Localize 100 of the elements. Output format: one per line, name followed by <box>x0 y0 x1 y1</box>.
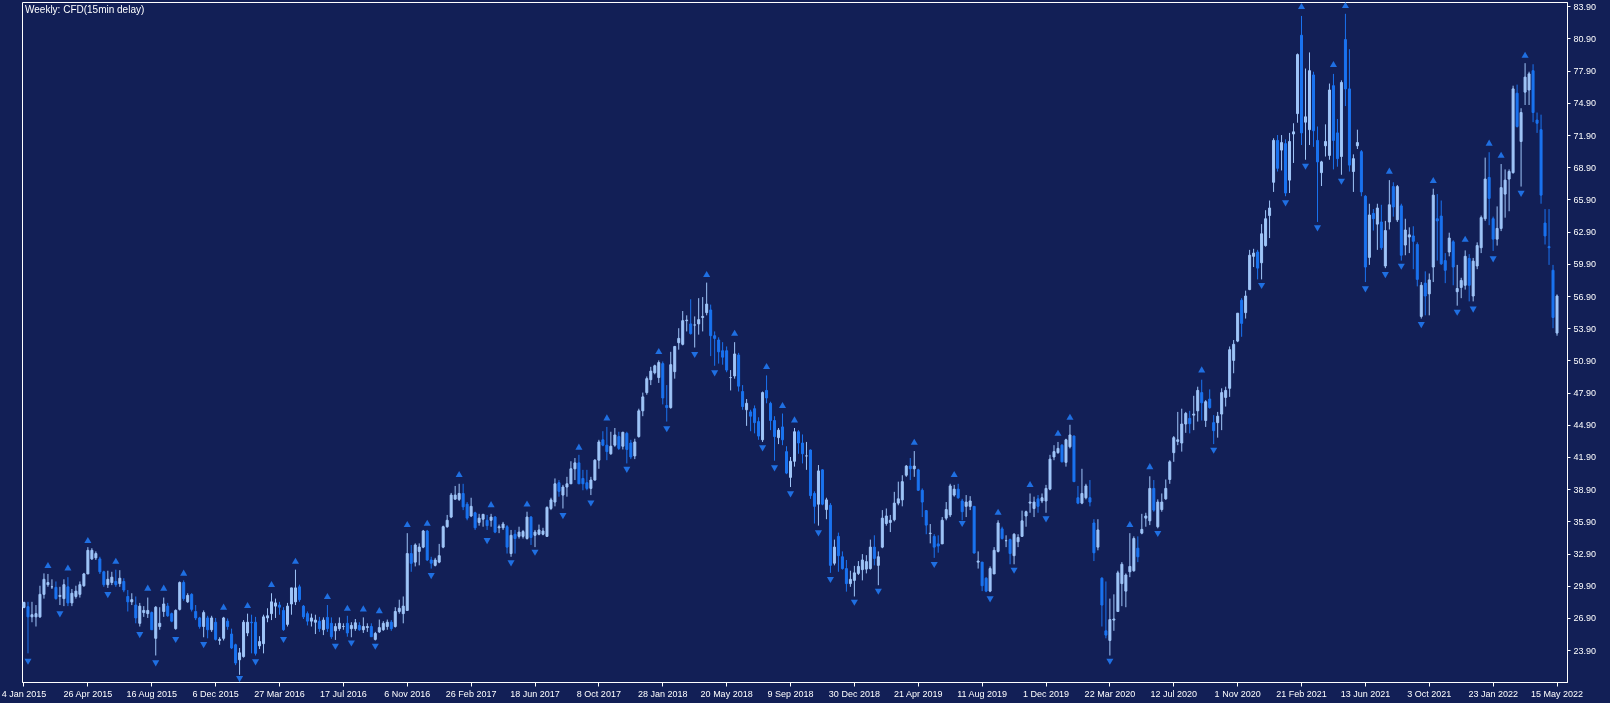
x-tick-label: 6 Dec 2015 <box>192 688 239 699</box>
candlestick <box>62 578 66 607</box>
candlestick <box>1304 68 1308 161</box>
candlestick <box>30 601 34 623</box>
point <box>790 416 799 423</box>
x-tick-label: 12 Jul 2020 <box>1150 688 1198 699</box>
candlestick <box>1280 134 1284 171</box>
point <box>874 588 882 595</box>
point <box>1429 176 1437 184</box>
candlestick <box>681 310 685 346</box>
candlestick <box>781 413 785 446</box>
point <box>1126 520 1134 528</box>
y-tick-label: 29.90 <box>1573 581 1597 592</box>
y-tick-label: 26.90 <box>1573 613 1597 624</box>
point <box>104 592 112 599</box>
x-tick-label: 28 Jan 2018 <box>637 688 688 699</box>
candlestick <box>705 282 709 316</box>
point <box>1026 480 1034 488</box>
point <box>44 561 52 569</box>
candlestick <box>289 587 293 616</box>
candlestick <box>697 297 701 336</box>
candlestick <box>509 529 513 558</box>
point <box>1042 516 1050 523</box>
candlestick <box>393 606 397 629</box>
point <box>1497 151 1505 158</box>
point <box>1313 225 1322 232</box>
point <box>1453 309 1461 316</box>
x-tick-label: 11 Aug 2019 <box>957 688 1008 699</box>
point <box>483 538 491 545</box>
point <box>731 329 739 336</box>
point <box>1381 272 1389 279</box>
point <box>403 520 411 528</box>
point <box>236 676 244 683</box>
candlestick <box>1292 122 1296 164</box>
candlestick <box>58 586 62 606</box>
y-tick-label: 77.90 <box>1573 66 1597 77</box>
point <box>1485 139 1493 146</box>
point <box>1210 447 1218 454</box>
candlestick <box>146 597 150 619</box>
point <box>623 466 631 473</box>
candlestick <box>804 441 808 471</box>
candlestick <box>1371 208 1375 232</box>
candlestick <box>912 450 916 478</box>
candlestick <box>796 429 800 455</box>
x-tick-label: 30 Dec 2018 <box>828 688 880 699</box>
candlestick <box>717 336 721 365</box>
candlestick <box>174 608 178 631</box>
candlestick <box>785 445 789 475</box>
candlestick <box>529 515 533 546</box>
candlestick <box>134 595 138 624</box>
candlestick <box>1423 270 1427 316</box>
candlestick <box>1268 200 1272 239</box>
y-tick-label: 65.90 <box>1573 194 1597 205</box>
point <box>559 513 567 520</box>
candlestick <box>745 398 749 427</box>
y-tick-label: 47.90 <box>1573 388 1597 399</box>
point <box>1489 256 1497 263</box>
point <box>1154 530 1162 538</box>
candlestick <box>844 559 848 593</box>
candlestick <box>477 513 481 527</box>
y-tick-label: 56.90 <box>1573 291 1597 302</box>
candlestick <box>1351 153 1355 193</box>
candlestick <box>1216 411 1220 439</box>
candlestick <box>182 579 186 602</box>
x-tick-label: 26 Feb 2017 <box>445 688 497 699</box>
candlestick <box>313 614 317 635</box>
candlestick <box>876 550 880 586</box>
point <box>1329 60 1337 68</box>
point <box>663 426 671 433</box>
y-tick-label: 53.90 <box>1573 323 1597 334</box>
candlestick <box>481 513 485 528</box>
candlestick <box>633 438 637 460</box>
point <box>759 445 767 452</box>
candlestick <box>741 384 745 411</box>
candlestick <box>1180 408 1184 453</box>
y-tick-label: 71.90 <box>1573 130 1597 141</box>
candlestick <box>1036 494 1040 514</box>
point <box>1054 429 1062 436</box>
point <box>950 470 958 478</box>
point <box>814 530 822 537</box>
candlestick <box>765 374 769 404</box>
point <box>371 643 379 650</box>
candlestick <box>980 561 984 592</box>
point <box>778 401 787 409</box>
candlestick <box>497 524 501 534</box>
x-tick-label: 23 Jan 2022 <box>1468 688 1518 699</box>
x-tick-label: 20 May 2018 <box>700 688 753 699</box>
candlestick <box>852 565 856 597</box>
candlestick <box>54 580 58 601</box>
point <box>427 573 435 580</box>
point <box>56 611 64 618</box>
point <box>1361 286 1369 293</box>
y-tick-label: 44.90 <box>1573 420 1597 431</box>
candlestick <box>689 298 693 336</box>
candlestick <box>126 589 130 612</box>
candlestick <box>138 602 142 628</box>
point <box>1461 235 1469 242</box>
point <box>1341 1 1349 9</box>
candlestick <box>1136 535 1140 563</box>
x-tick-label: 15 May 2022 <box>1531 688 1584 699</box>
